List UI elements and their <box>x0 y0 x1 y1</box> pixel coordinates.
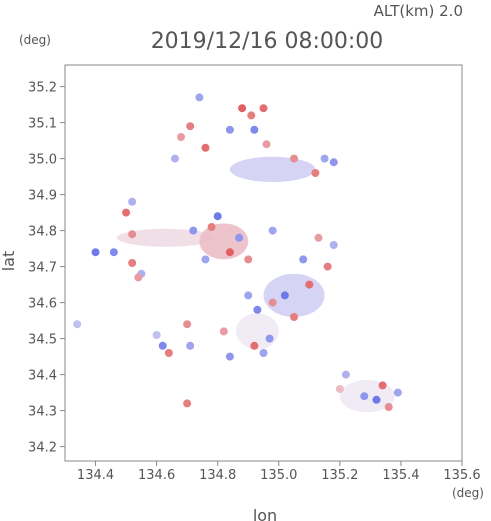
heatmap-cell-22 <box>225 248 234 257</box>
heatmap-region-2 <box>199 223 249 260</box>
heatmap-cell-31 <box>128 259 137 267</box>
chart-title: 2019/12/16 08:00:00 <box>151 29 384 54</box>
heatmap-cell-26 <box>268 226 277 235</box>
heatmap-cell-7 <box>170 154 179 163</box>
x-unit-label: (deg) <box>452 486 484 500</box>
heatmap-region-1 <box>116 228 215 247</box>
heatmap-cell-11 <box>290 154 299 163</box>
heatmap-cell-36 <box>268 298 277 307</box>
heatmap-cell-39 <box>290 313 299 321</box>
heatmap-cell-8 <box>225 125 234 134</box>
x-tick-label-3: 135.0 <box>260 468 297 483</box>
heatmap-cell-27 <box>299 255 308 264</box>
heatmap-cell-17 <box>109 248 118 257</box>
heatmap-cell-25 <box>244 255 253 264</box>
plot-frame <box>64 64 463 462</box>
y-tick-label-6: 34.8 <box>28 225 57 240</box>
heatmap-cell-9 <box>250 125 259 134</box>
y-tick-label-2: 34.4 <box>28 369 57 384</box>
heatmap-cell-38 <box>244 291 253 300</box>
heatmap-cell-54 <box>372 395 381 404</box>
heatmap-cell-55 <box>378 381 387 390</box>
heatmap-cell-3 <box>195 93 204 102</box>
x-tick-label-0: 134.4 <box>77 468 114 483</box>
heatmap-cell-53 <box>360 392 369 401</box>
y-unit-label: (deg) <box>19 33 51 47</box>
heatmap-cell-42 <box>265 334 274 343</box>
y-tick-label-8: 35.0 <box>28 153 57 168</box>
heatmap-cell-16 <box>128 197 137 206</box>
heatmap-cell-41 <box>259 349 268 357</box>
heatmap-cell-24 <box>235 233 244 242</box>
x-axis-title: lon <box>253 506 277 521</box>
heatmap-cell-10 <box>262 140 271 149</box>
heatmap-region-3 <box>263 273 325 317</box>
heatmap-cell-48 <box>152 331 161 339</box>
y-axis-title: lat <box>0 251 18 272</box>
y-tick-label-10: 35.2 <box>28 81 57 96</box>
heatmap-cell-28 <box>314 233 323 242</box>
heatmap-cells <box>73 93 402 411</box>
heatmap-cell-49 <box>219 327 228 336</box>
heatmap-cell-35 <box>280 291 289 300</box>
heatmap-cell-19 <box>189 226 198 235</box>
heatmap-cell-14 <box>329 158 338 167</box>
heatmap-cell-1 <box>247 111 256 120</box>
heatmap-cell-40 <box>250 341 259 350</box>
heatmap-cell-52 <box>134 273 143 282</box>
heatmap-cell-46 <box>158 341 167 350</box>
heatmap-cell-5 <box>177 133 186 141</box>
x-tick-label-6: 135.6 <box>443 468 480 483</box>
heatmap-regions <box>116 156 395 413</box>
heatmap-cell-56 <box>384 403 393 411</box>
x-tick-label-1: 134.6 <box>138 468 175 483</box>
heatmap-cell-29 <box>329 241 338 249</box>
heatmap-cell-18 <box>128 230 137 239</box>
x-tick-label-5: 135.4 <box>382 468 419 483</box>
y-tick-label-9: 35.1 <box>28 117 57 132</box>
heatmap-cell-57 <box>393 388 402 397</box>
heatmap-cell-2 <box>259 104 268 113</box>
heatmap-cell-50 <box>183 399 192 408</box>
heatmap-cell-45 <box>186 341 195 350</box>
heatmap-cell-0 <box>238 104 247 113</box>
heatmap-cell-47 <box>164 349 173 357</box>
heatmap-cell-12 <box>311 169 320 177</box>
heatmap-cell-58 <box>341 370 350 379</box>
heatmap-cell-51 <box>73 320 82 329</box>
heatmap-cell-4 <box>186 122 195 131</box>
y-axis: 34.2 34.3 34.4 34.5 34.6 34.7 34.8 34.9 35.0 35.1… <box>28 81 65 456</box>
heatmap-region-0 <box>229 156 316 182</box>
altitude-label: ALT(km) 2.0 <box>374 2 463 20</box>
heatmap-cell-21 <box>213 212 222 221</box>
heatmap-cell-44 <box>183 320 192 329</box>
x-axis: 134.4 134.6 134.8 135.0 135.2 135.4 135.6 <box>77 461 481 483</box>
heatmap-cell-6 <box>201 143 210 152</box>
heatmap-cell-43 <box>225 352 234 361</box>
heatmap-cell-20 <box>207 223 216 231</box>
heatmap-cell-15 <box>122 208 131 217</box>
y-tick-label-1: 34.3 <box>28 405 57 420</box>
heatmap-cell-13 <box>320 154 329 163</box>
x-tick-label-2: 134.8 <box>199 468 236 483</box>
heatmap-cell-59 <box>335 385 344 393</box>
heatmap-cell-33 <box>91 248 100 257</box>
heatmap-cell-30 <box>323 262 332 271</box>
heatmap-cell-37 <box>253 305 262 314</box>
heatmap-cell-34 <box>305 280 314 289</box>
y-tick-label-7: 34.9 <box>28 189 57 204</box>
y-tick-label-3: 34.5 <box>28 333 57 348</box>
x-tick-label-4: 135.2 <box>321 468 358 483</box>
y-tick-label-0: 34.2 <box>28 441 57 456</box>
y-tick-label-4: 34.6 <box>28 297 57 312</box>
y-tick-label-5: 34.7 <box>28 261 57 276</box>
heatmap-cell-23 <box>201 255 210 264</box>
